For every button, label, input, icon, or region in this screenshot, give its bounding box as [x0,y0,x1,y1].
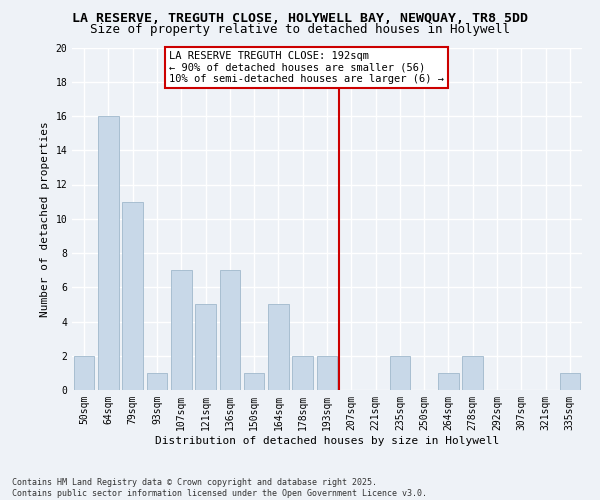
Bar [122,202,143,390]
Bar [389,356,410,390]
Bar [171,270,191,390]
Bar [195,304,216,390]
Bar [292,356,313,390]
Text: LA RESERVE TREGUTH CLOSE: 192sqm
← 90% of detached houses are smaller (56)
10% o: LA RESERVE TREGUTH CLOSE: 192sqm ← 90% o… [169,51,444,84]
Bar [98,116,119,390]
Bar [74,356,94,390]
Y-axis label: Number of detached properties: Number of detached properties [40,121,50,316]
Text: LA RESERVE, TREGUTH CLOSE, HOLYWELL BAY, NEWQUAY, TR8 5DD: LA RESERVE, TREGUTH CLOSE, HOLYWELL BAY,… [72,12,528,26]
X-axis label: Distribution of detached houses by size in Holywell: Distribution of detached houses by size … [155,436,499,446]
Bar [146,373,167,390]
Text: Contains HM Land Registry data © Crown copyright and database right 2025.
Contai: Contains HM Land Registry data © Crown c… [12,478,427,498]
Bar [220,270,240,390]
Text: Size of property relative to detached houses in Holywell: Size of property relative to detached ho… [90,22,510,36]
Bar [317,356,337,390]
Bar [560,373,580,390]
Bar [268,304,289,390]
Bar [463,356,483,390]
Bar [438,373,459,390]
Bar [244,373,265,390]
